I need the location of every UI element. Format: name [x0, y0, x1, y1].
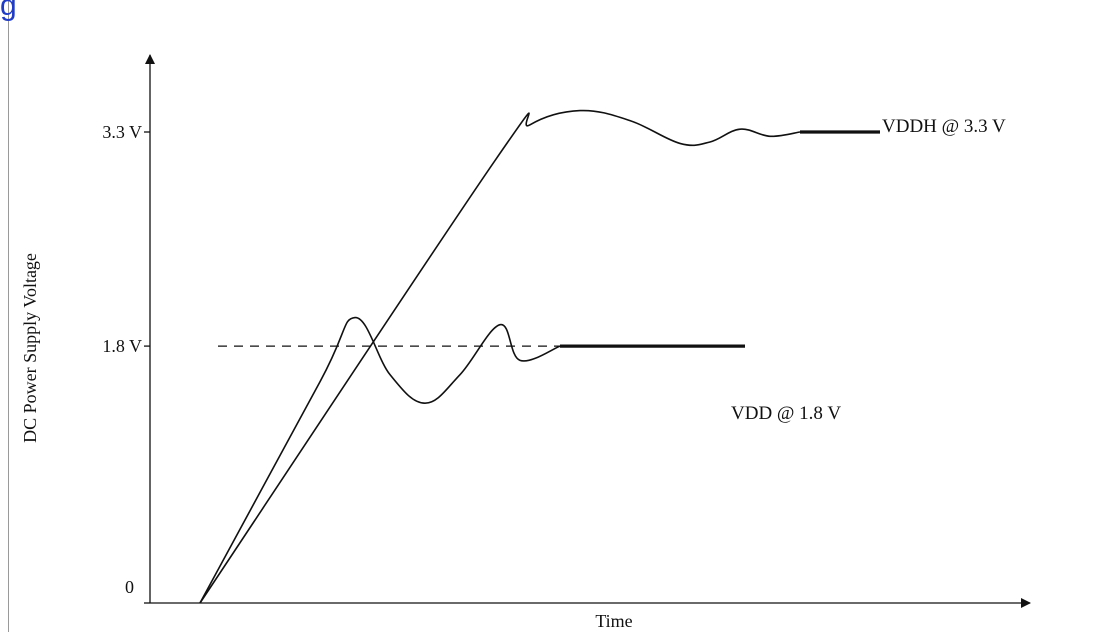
y-ticks: 0 1.8 V 3.3 V: [102, 122, 150, 604]
y-tick-label-1: 1.8 V: [102, 336, 142, 356]
series-label-vdd: VDD @ 1.8 V: [731, 403, 841, 424]
series-0-curve: [199, 109, 801, 604]
series-layer: [199, 109, 880, 604]
y-tick-label-0: 0: [125, 577, 134, 597]
y-tick-label-2: 3.3 V: [102, 122, 142, 142]
x-axis-label: Time: [595, 611, 632, 631]
labels: Time DC Power Supply Voltage VDDH @ 3.3 …: [20, 116, 1006, 631]
series-label-vddh: VDDH @ 3.3 V: [882, 116, 1006, 137]
series-1-curve: [199, 316, 561, 604]
y-axis-label: DC Power Supply Voltage: [20, 253, 40, 443]
header-link[interactable]: g: [0, 0, 17, 22]
axes: [145, 54, 1031, 608]
page-left-rule: [8, 0, 9, 632]
